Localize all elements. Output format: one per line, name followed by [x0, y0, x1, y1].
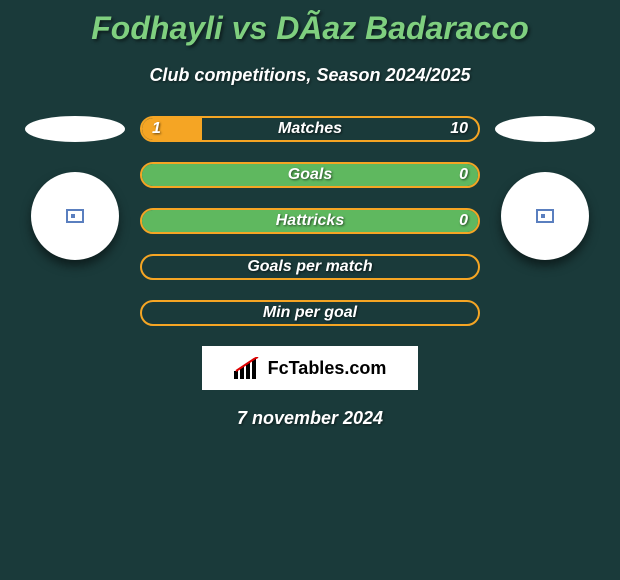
player-left-ellipse	[25, 116, 125, 142]
stat-label: Hattricks	[142, 210, 478, 232]
stat-value-right: 0	[459, 210, 468, 232]
stat-label: Goals	[142, 164, 478, 186]
stat-label: Min per goal	[142, 302, 478, 324]
comparison-panel: Matches110Goals0Hattricks0Goals per matc…	[0, 116, 620, 326]
player-right-side	[490, 116, 600, 260]
stat-bar: Goals0	[140, 162, 480, 188]
stat-label: Matches	[142, 118, 478, 140]
stat-bar: Min per goal	[140, 300, 480, 326]
fctables-logo: FcTables.com	[202, 346, 418, 390]
placeholder-icon	[66, 209, 84, 223]
placeholder-icon	[536, 209, 554, 223]
stat-value-right: 0	[459, 164, 468, 186]
stat-value-left: 1	[152, 118, 161, 140]
player-right-badge	[501, 172, 589, 260]
logo-text: FcTables.com	[268, 358, 387, 379]
stat-bars: Matches110Goals0Hattricks0Goals per matc…	[140, 116, 480, 326]
stat-value-right: 10	[450, 118, 468, 140]
stat-bar: Matches1 10	[140, 116, 480, 142]
player-right-ellipse	[495, 116, 595, 142]
player-left-side	[20, 116, 130, 260]
stat-bar: Hattricks0	[140, 208, 480, 234]
page-title: Fodhayli vs DÃ­az Badaracco	[0, 0, 620, 47]
player-left-badge	[31, 172, 119, 260]
date-text: 7 november 2024	[0, 408, 620, 429]
bars-icon	[234, 357, 262, 379]
stat-bar: Goals per match	[140, 254, 480, 280]
page-subtitle: Club competitions, Season 2024/2025	[0, 65, 620, 86]
stat-label: Goals per match	[142, 256, 478, 278]
